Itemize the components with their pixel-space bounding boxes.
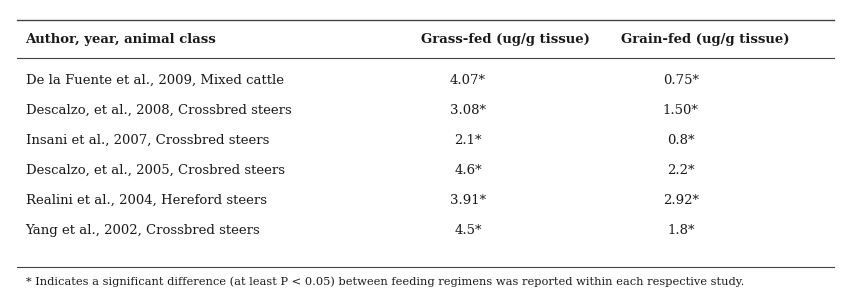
Text: Yang et al., 2002, Crossbred steers: Yang et al., 2002, Crossbred steers [26,224,260,237]
Text: Grain-fed (ug/g tissue): Grain-fed (ug/g tissue) [621,33,790,46]
Text: 2.1*: 2.1* [454,134,482,147]
Text: Author, year, animal class: Author, year, animal class [26,33,216,46]
Text: 3.08*: 3.08* [450,104,486,117]
Text: Grass-fed (ug/g tissue): Grass-fed (ug/g tissue) [421,33,590,46]
Text: Realini et al., 2004, Hereford steers: Realini et al., 2004, Hereford steers [26,194,266,207]
Text: De la Fuente et al., 2009, Mixed cattle: De la Fuente et al., 2009, Mixed cattle [26,74,283,87]
Text: 0.8*: 0.8* [667,134,694,147]
Text: Descalzo, et al., 2005, Crosbred steers: Descalzo, et al., 2005, Crosbred steers [26,164,284,177]
Text: 4.07*: 4.07* [450,74,486,87]
Text: 2.92*: 2.92* [663,194,699,207]
Text: 0.75*: 0.75* [663,74,699,87]
Text: Descalzo, et al., 2008, Crossbred steers: Descalzo, et al., 2008, Crossbred steers [26,104,291,117]
Text: 1.8*: 1.8* [667,224,694,237]
Text: * Indicates a significant difference (at least P < 0.05) between feeding regimen: * Indicates a significant difference (at… [26,277,744,287]
Text: 3.91*: 3.91* [450,194,486,207]
Text: 2.2*: 2.2* [667,164,694,177]
Text: 1.50*: 1.50* [663,104,699,117]
Text: Insani et al., 2007, Crossbred steers: Insani et al., 2007, Crossbred steers [26,134,269,147]
Text: 4.5*: 4.5* [454,224,482,237]
Text: 4.6*: 4.6* [454,164,482,177]
